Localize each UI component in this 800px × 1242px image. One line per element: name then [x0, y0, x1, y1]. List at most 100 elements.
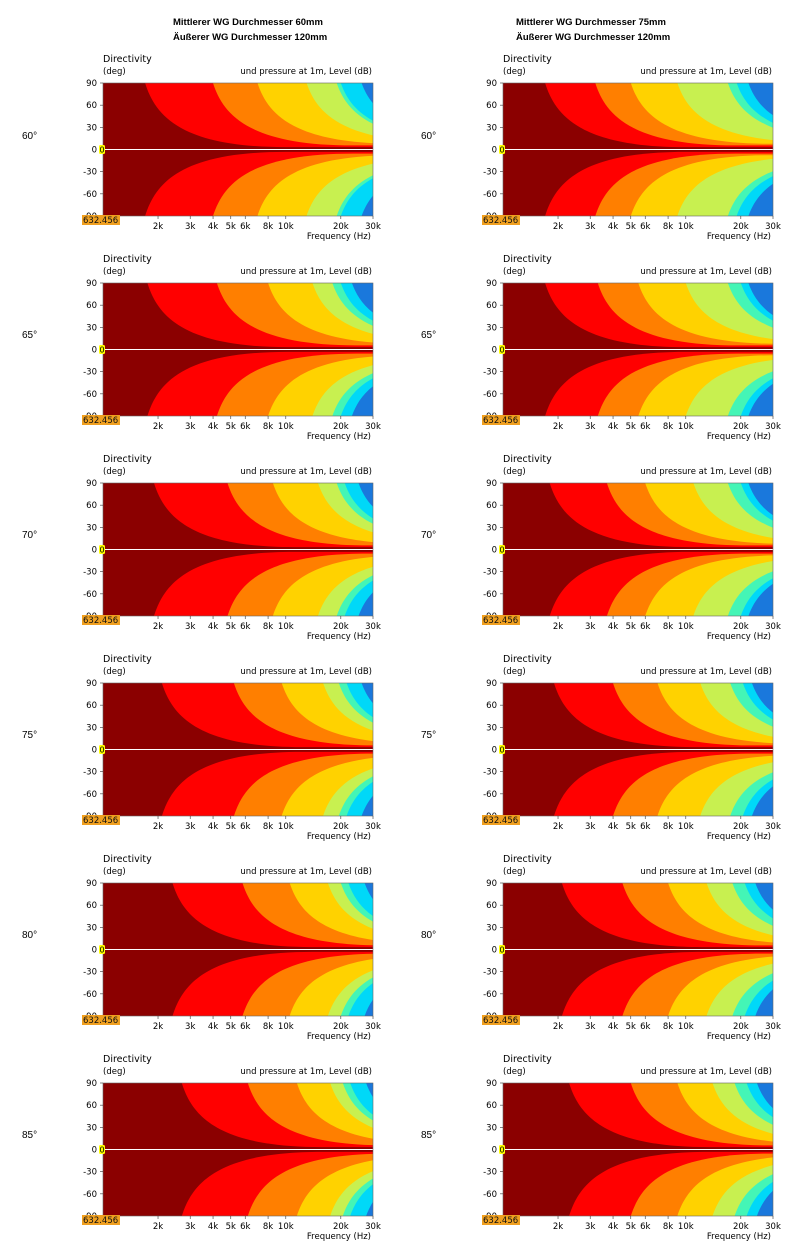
x-tick-label: 10k: [678, 1022, 694, 1032]
cursor-x-badge: [482, 415, 520, 425]
cursor-y-label: 0: [499, 946, 504, 955]
y-tick-label: 90: [86, 679, 97, 689]
cursor-x-badge: [82, 415, 120, 425]
y-tick-label: 0: [492, 346, 497, 356]
level-band: [764, 1000, 773, 1016]
x-tick-label: 4k: [208, 1022, 218, 1032]
plot-area: [503, 283, 773, 416]
level-band: [748, 283, 773, 316]
x-tick-label: 2k: [553, 1222, 563, 1232]
level-band: [748, 83, 773, 116]
level-band: [340, 178, 373, 216]
y-tick-label: -30: [83, 368, 97, 378]
cursor-x-badge: [82, 215, 120, 225]
axis-title: Directivity: [103, 654, 152, 665]
cursor-x-label: 632.456: [83, 1216, 118, 1226]
plot-area: [103, 283, 373, 416]
y-tick-label: 60: [486, 101, 497, 111]
colorbar-label: und pressure at 1m, Level (dB): [240, 267, 372, 277]
y-tick-label: 90: [486, 879, 497, 889]
plot-area: [103, 1083, 373, 1216]
cursor-marker: [499, 545, 505, 554]
x-tick-label: 2k: [553, 422, 563, 432]
level-band: [764, 200, 773, 216]
cursor-x-badge: [482, 1215, 520, 1225]
y-tick-label: 30: [86, 1123, 97, 1133]
level-band: [361, 195, 373, 216]
axis-title: Directivity: [503, 254, 552, 265]
x-tick-label: 30k: [365, 222, 381, 232]
x-axis-label: Frequency (Hz): [707, 632, 771, 642]
level-band: [767, 1204, 773, 1216]
x-tick-label: 2k: [553, 822, 563, 832]
y-tick-label: 60: [486, 901, 497, 911]
cursor-x-badge: [82, 615, 120, 625]
level-band: [351, 386, 373, 416]
x-tick-label: 3k: [585, 1222, 595, 1232]
cursor-x-label: 632.456: [83, 416, 118, 426]
level-band: [361, 83, 373, 104]
x-tick-label: 30k: [765, 622, 781, 632]
level-band: [761, 683, 773, 703]
cursor-y-label: 0: [499, 546, 504, 555]
level-band: [764, 483, 773, 499]
x-tick-label: 8k: [263, 1022, 273, 1032]
cursor-marker: [99, 545, 105, 554]
cursor-x-badge: [482, 815, 520, 825]
x-tick-label: 20k: [733, 422, 749, 432]
chart-panel: Directivity (deg) und pressure at 1m, Leve…: [482, 254, 781, 442]
axis-unit: (deg): [103, 467, 126, 477]
level-band: [764, 883, 773, 899]
cursor-y-label: 0: [499, 746, 504, 755]
y-tick-label: -30: [83, 168, 97, 178]
x-tick-label: 6k: [240, 222, 250, 232]
y-tick-label: -60: [83, 590, 97, 600]
y-tick-label: -60: [483, 190, 497, 200]
axis-title: Directivity: [503, 54, 552, 65]
x-tick-label: 3k: [585, 822, 595, 832]
y-tick-label: 60: [86, 101, 97, 111]
cursor-x-badge: [482, 615, 520, 625]
cursor-marker: [99, 345, 105, 354]
axis-unit: (deg): [503, 867, 526, 877]
cursor-marker: [99, 145, 105, 154]
x-tick-label: 5k: [626, 622, 636, 632]
y-tick-label: 30: [86, 923, 97, 933]
cursor-x-label: 632.456: [83, 816, 118, 826]
x-tick-label: 2k: [153, 622, 163, 632]
x-axis-label: Frequency (Hz): [307, 232, 371, 242]
angle-label-right: 80°: [421, 930, 437, 941]
chart-panel: Directivity (deg) und pressure at 1m, Leve…: [82, 1054, 381, 1242]
x-tick-label: 8k: [663, 422, 673, 432]
cursor-x-badge: [82, 1215, 120, 1225]
x-tick-label: 10k: [678, 622, 694, 632]
chart-panel: Directivity (deg) und pressure at 1m, Leve…: [82, 454, 381, 642]
x-tick-label: 2k: [153, 422, 163, 432]
x-tick-label: 30k: [365, 422, 381, 432]
x-tick-label: 10k: [678, 822, 694, 832]
y-tick-label: -60: [83, 990, 97, 1000]
x-axis-label: Frequency (Hz): [307, 432, 371, 442]
x-axis-label: Frequency (Hz): [707, 1232, 771, 1242]
angle-label-left: 65°: [22, 330, 38, 341]
left-column-header: Mittlerer WG Durchmesser 60mm Äußerer WG…: [173, 15, 327, 45]
x-tick-label: 2k: [153, 822, 163, 832]
level-band: [764, 600, 773, 616]
y-tick-label: 90: [86, 79, 97, 89]
x-tick-label: 10k: [278, 222, 294, 232]
x-tick-label: 6k: [240, 822, 250, 832]
x-axis-label: Frequency (Hz): [307, 632, 371, 642]
y-tick-label: -60: [83, 190, 97, 200]
y-tick-label: 60: [486, 501, 497, 511]
x-tick-label: 5k: [626, 822, 636, 832]
level-band: [756, 1190, 773, 1216]
y-tick-label: -60: [83, 1190, 97, 1200]
left-header-line1: Mittlerer WG Durchmesser 60mm: [173, 17, 323, 28]
x-tick-label: 10k: [678, 222, 694, 232]
x-axis-label: Frequency (Hz): [307, 832, 371, 842]
level-band: [761, 796, 773, 816]
level-band: [358, 592, 373, 616]
y-tick-label: -30: [483, 768, 497, 778]
x-tick-label: 2k: [153, 1222, 163, 1232]
x-tick-label: 30k: [365, 622, 381, 632]
